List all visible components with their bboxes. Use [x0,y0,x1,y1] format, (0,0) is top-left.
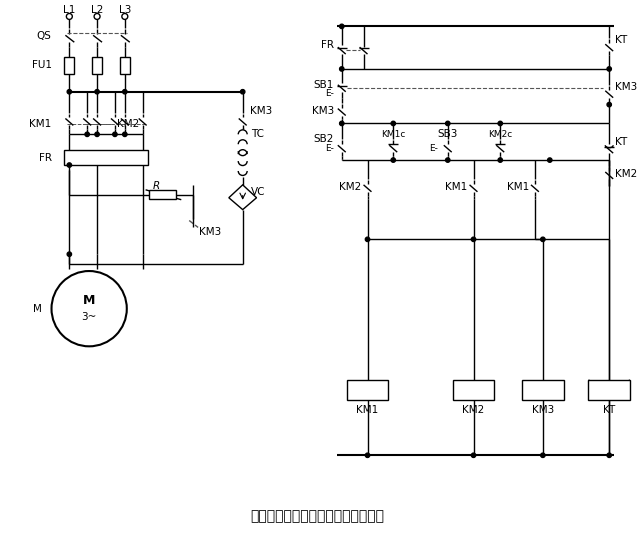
Text: KM2: KM2 [117,120,139,130]
Text: KM1: KM1 [29,120,51,130]
Circle shape [67,14,72,19]
Text: R: R [153,181,160,191]
Circle shape [340,24,344,29]
Text: FR: FR [38,153,51,163]
Circle shape [95,89,99,94]
Text: KM1: KM1 [445,182,468,192]
Circle shape [365,453,370,457]
Text: KT: KT [603,405,615,414]
Circle shape [85,132,90,137]
Text: KM1: KM1 [507,182,529,192]
Text: E-: E- [325,144,334,153]
Text: KM3: KM3 [250,105,272,115]
Text: M: M [33,304,42,313]
Text: KM3: KM3 [199,227,221,237]
Circle shape [340,67,344,71]
Bar [522,380,564,400]
Bar [65,150,148,165]
Text: KT: KT [615,35,627,45]
Text: 电动机可逆运行的能耗制动控制线路: 电动机可逆运行的能耗制动控制线路 [250,509,384,524]
Text: E-: E- [429,144,438,153]
Circle shape [340,121,344,126]
Text: KM1: KM1 [356,405,379,414]
Text: FR: FR [321,40,334,50]
Text: TC: TC [251,130,264,139]
Text: L1: L1 [63,4,76,14]
Circle shape [498,158,502,163]
Text: KM2: KM2 [615,169,637,179]
Circle shape [445,121,450,126]
Circle shape [123,89,127,94]
Circle shape [607,453,611,457]
Bar [148,190,177,199]
Bar [65,57,74,74]
Text: SB2: SB2 [314,135,334,144]
Circle shape [391,121,396,126]
Text: KM3: KM3 [615,82,637,92]
Text: L2: L2 [91,4,103,14]
Circle shape [67,252,72,256]
Text: KM2: KM2 [462,405,484,414]
Circle shape [607,67,611,71]
Text: KM3: KM3 [312,105,334,115]
Circle shape [471,237,476,242]
Text: KT: KT [615,137,627,147]
Circle shape [607,103,611,107]
Text: KM2: KM2 [339,182,362,192]
Text: FU1: FU1 [31,60,51,70]
Bar [452,380,494,400]
Text: E-: E- [325,89,334,98]
Text: KM1c: KM1c [381,130,406,139]
Circle shape [498,121,502,126]
Bar [588,380,630,400]
Circle shape [471,453,476,457]
Text: M: M [83,294,95,307]
Circle shape [94,14,100,19]
Text: KM2c: KM2c [488,130,513,139]
Circle shape [541,237,545,242]
Circle shape [548,158,552,163]
Text: VC: VC [251,187,265,197]
Text: L3: L3 [118,4,131,14]
Circle shape [122,14,128,19]
Circle shape [123,132,127,137]
Text: QS: QS [36,31,51,41]
Bar [347,380,388,400]
Circle shape [113,132,117,137]
Text: SB3: SB3 [438,130,458,139]
Circle shape [67,89,72,94]
Circle shape [365,237,370,242]
Circle shape [391,158,396,163]
Text: KM3: KM3 [532,405,554,414]
Bar [92,57,102,74]
Circle shape [95,132,99,137]
Circle shape [241,89,245,94]
Circle shape [445,158,450,163]
Text: SB1: SB1 [314,80,334,90]
Circle shape [51,271,127,346]
Text: 3~: 3~ [81,312,97,322]
Bar [120,57,130,74]
Circle shape [67,163,72,167]
Circle shape [541,453,545,457]
